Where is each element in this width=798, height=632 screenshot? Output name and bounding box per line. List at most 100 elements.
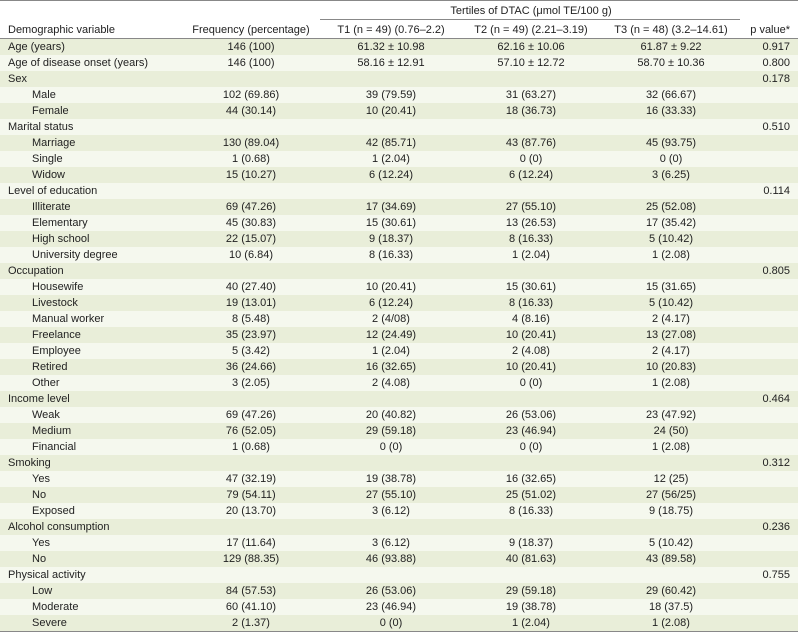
cell-t1: 6 (12.24) <box>320 167 460 183</box>
cell-freq: 45 (30.83) <box>180 215 320 231</box>
cell-t2: 8 (16.33) <box>460 503 600 519</box>
table-header: Demographic variable Frequency (percenta… <box>0 1 798 39</box>
cell-pvalue: 0.805 <box>740 263 798 279</box>
cell-t1: 9 (18.37) <box>320 231 460 247</box>
cell-freq: 35 (23.97) <box>180 327 320 343</box>
cell-t1 <box>320 263 460 279</box>
table-row: High school22 (15.07)9 (18.37)8 (16.33)5… <box>0 231 798 247</box>
cell-pvalue <box>740 247 798 263</box>
cell-t3: 5 (10.42) <box>600 295 740 311</box>
subcategory-label: Housewife <box>0 279 180 295</box>
cell-t3 <box>600 183 740 199</box>
cell-t1 <box>320 183 460 199</box>
table-row: Level of education0.114 <box>0 183 798 199</box>
subcategory-label: Freelance <box>0 327 180 343</box>
header-pvalue: p value* <box>740 1 798 39</box>
table-row: Yes47 (32.19)19 (38.78)16 (32.65)12 (25) <box>0 471 798 487</box>
table-row: Moderate60 (41.10)23 (46.94)19 (38.78)18… <box>0 599 798 615</box>
cell-pvalue <box>740 311 798 327</box>
subcategory-label: Moderate <box>0 599 180 615</box>
cell-t1: 0 (0) <box>320 439 460 455</box>
cell-t3 <box>600 263 740 279</box>
cell-pvalue <box>740 87 798 103</box>
cell-t1: 15 (30.61) <box>320 215 460 231</box>
cell-freq: 22 (15.07) <box>180 231 320 247</box>
cell-pvalue <box>740 535 798 551</box>
cell-t1 <box>320 519 460 535</box>
cell-t1 <box>320 119 460 135</box>
cell-t2: 0 (0) <box>460 151 600 167</box>
cell-t2: 31 (63.27) <box>460 87 600 103</box>
table-row: No79 (54.11)27 (55.10)25 (51.02)27 (56/2… <box>0 487 798 503</box>
demographics-table: Demographic variable Frequency (percenta… <box>0 0 798 632</box>
cell-pvalue <box>740 199 798 215</box>
cell-t2: 4 (8.16) <box>460 311 600 327</box>
cell-t3: 45 (93.75) <box>600 135 740 151</box>
table-row: Other3 (2.05)2 (4.08)0 (0)1 (2.08) <box>0 375 798 391</box>
cell-pvalue <box>740 487 798 503</box>
cell-t2: 18 (36.73) <box>460 103 600 119</box>
cell-t3 <box>600 391 740 407</box>
cell-t1: 6 (12.24) <box>320 295 460 311</box>
cell-t3: 1 (2.08) <box>600 615 740 632</box>
cell-freq <box>180 455 320 471</box>
cell-pvalue: 0.917 <box>740 39 798 56</box>
table-row: Retired36 (24.66)16 (32.65)10 (20.41)10 … <box>0 359 798 375</box>
subcategory-label: Exposed <box>0 503 180 519</box>
cell-t1: 23 (46.94) <box>320 599 460 615</box>
cell-t1: 27 (55.10) <box>320 487 460 503</box>
cell-t2: 10 (20.41) <box>460 359 600 375</box>
cell-pvalue: 0.510 <box>740 119 798 135</box>
table-row: Occupation0.805 <box>0 263 798 279</box>
cell-pvalue <box>740 327 798 343</box>
category-label: Age of disease onset (years) <box>0 55 180 71</box>
subcategory-label: Male <box>0 87 180 103</box>
cell-t2: 6 (12.24) <box>460 167 600 183</box>
cell-t1: 8 (16.33) <box>320 247 460 263</box>
category-label: Sex <box>0 71 180 87</box>
table-row: Widow15 (10.27)6 (12.24)6 (12.24)3 (6.25… <box>0 167 798 183</box>
cell-t2 <box>460 519 600 535</box>
subcategory-label: Widow <box>0 167 180 183</box>
cell-t2: 0 (0) <box>460 375 600 391</box>
cell-freq <box>180 119 320 135</box>
cell-t2 <box>460 119 600 135</box>
subcategory-label: Low <box>0 583 180 599</box>
cell-pvalue: 0.236 <box>740 519 798 535</box>
cell-t1: 39 (79.59) <box>320 87 460 103</box>
table-row: Freelance35 (23.97)12 (24.49)10 (20.41)1… <box>0 327 798 343</box>
cell-t3: 1 (2.08) <box>600 247 740 263</box>
cell-freq: 47 (32.19) <box>180 471 320 487</box>
cell-t2: 8 (16.33) <box>460 295 600 311</box>
table-row: Employee5 (3.42)1 (2.04)2 (4.08)2 (4.17) <box>0 343 798 359</box>
category-label: Income level <box>0 391 180 407</box>
cell-t3: 23 (47.92) <box>600 407 740 423</box>
cell-t2: 9 (18.37) <box>460 535 600 551</box>
cell-pvalue <box>740 279 798 295</box>
cell-t2: 2 (4.08) <box>460 343 600 359</box>
table-row: Alcohol consumption0.236 <box>0 519 798 535</box>
cell-freq: 60 (41.10) <box>180 599 320 615</box>
cell-t3: 2 (4.17) <box>600 343 740 359</box>
cell-pvalue <box>740 359 798 375</box>
subcategory-label: Yes <box>0 471 180 487</box>
cell-t2 <box>460 263 600 279</box>
subcategory-label: No <box>0 487 180 503</box>
cell-t3: 43 (89.58) <box>600 551 740 567</box>
cell-freq: 129 (88.35) <box>180 551 320 567</box>
cell-t3: 27 (56/25) <box>600 487 740 503</box>
cell-freq <box>180 263 320 279</box>
cell-pvalue <box>740 167 798 183</box>
cell-t1: 12 (24.49) <box>320 327 460 343</box>
subcategory-label: Financial <box>0 439 180 455</box>
cell-pvalue <box>740 503 798 519</box>
subcategory-label: Livestock <box>0 295 180 311</box>
cell-pvalue <box>740 407 798 423</box>
cell-pvalue <box>740 551 798 567</box>
cell-freq: 20 (13.70) <box>180 503 320 519</box>
cell-t1: 10 (20.41) <box>320 279 460 295</box>
cell-freq: 8 (5.48) <box>180 311 320 327</box>
cell-t2: 1 (2.04) <box>460 247 600 263</box>
subcategory-label: Severe <box>0 615 180 632</box>
cell-t2 <box>460 455 600 471</box>
